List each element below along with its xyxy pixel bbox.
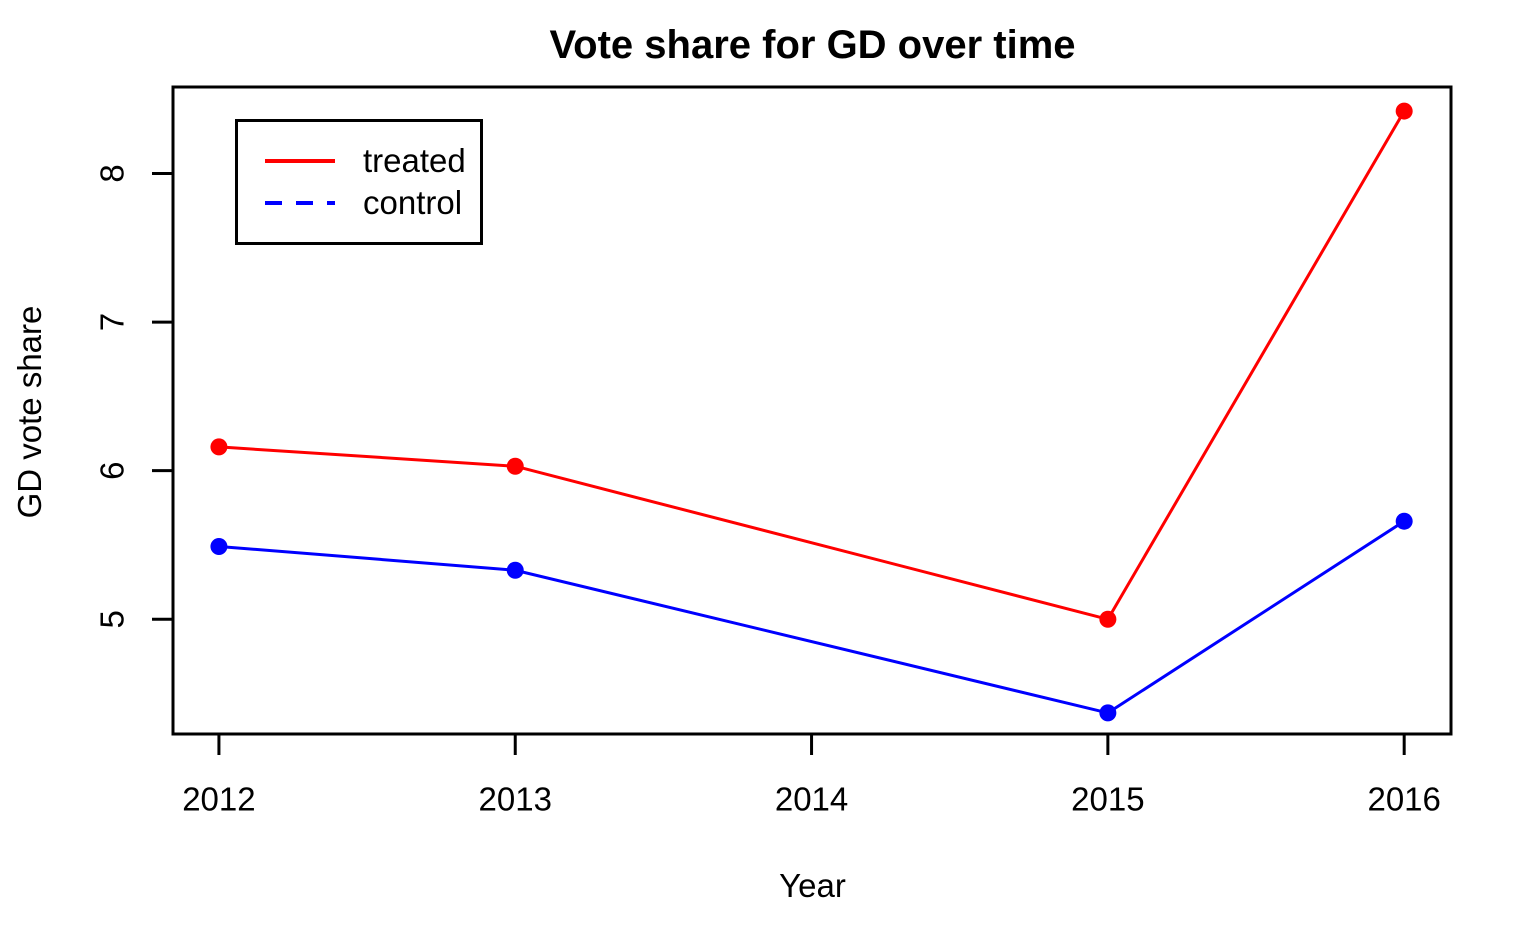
x-tick-label: 2016 <box>1367 781 1440 818</box>
x-tick-label: 2015 <box>1071 781 1144 818</box>
legend: treated control <box>235 119 483 245</box>
control-point <box>210 537 228 555</box>
legend-item-control: control <box>265 184 480 221</box>
y-tick-label: 5 <box>94 610 131 628</box>
control-point <box>1099 704 1117 722</box>
x-axis-label: Year <box>779 867 846 904</box>
x-tick-label: 2012 <box>182 781 255 818</box>
x-tick-label: 2013 <box>479 781 552 818</box>
legend-item-treated: treated <box>265 142 480 179</box>
control-line-sample <box>265 201 335 205</box>
y-tick-label: 6 <box>94 462 131 480</box>
x-tick-label: 2014 <box>775 781 848 818</box>
treated-point <box>1099 610 1117 628</box>
treated-point <box>210 438 228 456</box>
y-tick-label: 8 <box>94 164 131 182</box>
control-point <box>506 561 524 579</box>
chart-title: Vote share for GD over time <box>549 23 1076 67</box>
y-tick-label: 7 <box>94 313 131 331</box>
treated-line <box>217 109 1406 622</box>
treated-line-sample <box>265 159 335 163</box>
legend-label-control: control <box>363 184 463 221</box>
control-line <box>217 519 1406 715</box>
control-point <box>1395 512 1413 530</box>
legend-label-treated: treated <box>363 142 466 179</box>
treated-point <box>1395 102 1413 120</box>
treated-point <box>506 457 524 475</box>
